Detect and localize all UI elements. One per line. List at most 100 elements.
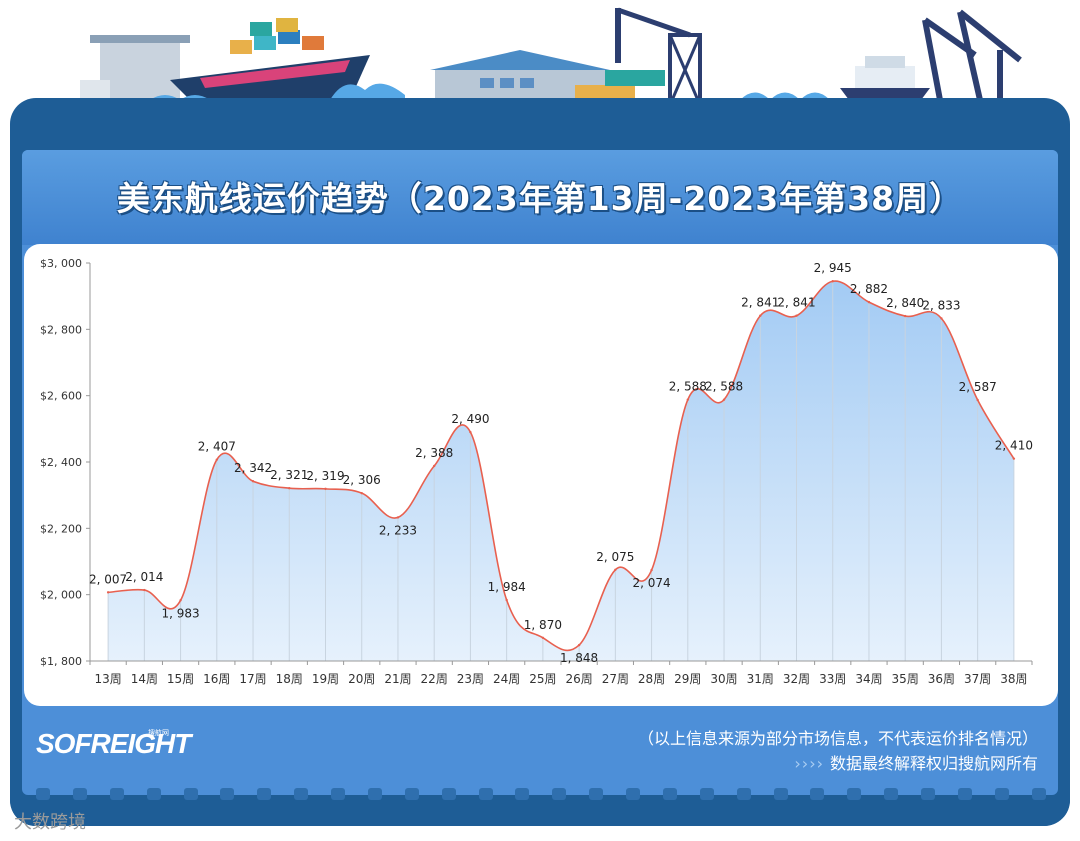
x-tick-label: 14周: [131, 672, 158, 686]
data-label: 2, 490: [451, 412, 489, 426]
x-tick-label: 32周: [783, 672, 810, 686]
x-tick-label: 15周: [167, 672, 194, 686]
data-label: 2, 321: [270, 468, 308, 482]
frame-dot: [810, 788, 825, 800]
data-point: [179, 599, 182, 602]
data-point: [577, 643, 581, 647]
frame-dot: [626, 788, 640, 800]
bottom-dots: [36, 788, 1046, 802]
frame-dot: [331, 788, 345, 800]
x-tick-label: 35周: [892, 672, 919, 686]
frame-dot: [404, 788, 419, 800]
data-point: [360, 491, 363, 495]
data-label: 2, 841: [741, 296, 779, 310]
data-point: [251, 480, 255, 483]
frame-dot: [220, 788, 235, 800]
frame-dot: [736, 788, 751, 800]
frame-dot: [589, 788, 604, 800]
x-tick-label: 37周: [964, 672, 991, 686]
data-point: [903, 314, 907, 318]
x-tick-label: 16周: [203, 672, 230, 686]
frame-dot: [847, 788, 862, 800]
data-label: 2, 410: [995, 439, 1033, 453]
data-label: 2, 587: [959, 380, 997, 394]
data-point: [1012, 457, 1016, 460]
data-label: 2, 840: [886, 296, 924, 310]
x-tick-label: 38周: [1000, 672, 1027, 686]
data-point: [940, 317, 943, 320]
data-label: 2, 342: [234, 461, 272, 475]
data-label: 2, 388: [415, 446, 453, 460]
y-tick-label: $2, 200: [40, 522, 82, 535]
frame-dot: [183, 788, 198, 800]
chart-title: 美东航线运价趋势（2023年第13周-2023年第38周）: [116, 179, 964, 218]
x-tick-label: 30周: [710, 672, 737, 686]
data-label: 1, 848: [560, 651, 598, 665]
frame-dot: [994, 788, 1009, 800]
data-point: [650, 568, 653, 572]
frame-dot: [552, 788, 567, 800]
x-tick-label: 18周: [276, 672, 303, 686]
frame-dot: [515, 788, 530, 800]
frame-dot: [1031, 788, 1046, 800]
data-label: 2, 074: [632, 576, 670, 590]
data-label: 2, 945: [814, 261, 852, 275]
source-watermark: 大数跨境: [14, 812, 86, 833]
data-label: 2, 588: [705, 380, 743, 394]
frame-dot: [72, 788, 87, 800]
data-point: [722, 398, 726, 401]
x-tick-label: 31周: [747, 672, 774, 686]
data-point: [505, 598, 508, 602]
x-tick-label: 25周: [529, 672, 556, 686]
x-tick-label: 33周: [819, 672, 846, 686]
copyright-note: ›››› 数据最终解释权归搜航网所有: [794, 750, 1038, 774]
frame-dot: [146, 788, 161, 800]
x-tick-label: 22周: [421, 672, 448, 686]
x-tick-label: 24周: [493, 672, 520, 686]
frame-dot: [36, 788, 50, 800]
sofreight-logo-sub: 搜航网: [148, 729, 169, 737]
x-tick-label: 17周: [239, 672, 266, 686]
x-tick-label: 27周: [602, 672, 629, 686]
data-label: 1, 870: [524, 618, 562, 632]
sofreight-logo: SOFREIGHT: [36, 728, 191, 759]
data-label: 2, 007: [89, 572, 127, 586]
data-point: [795, 314, 798, 317]
x-tick-label: 34周: [855, 672, 882, 686]
data-label: 2, 319: [306, 469, 344, 483]
frame-dot: [294, 788, 309, 800]
data-point: [288, 487, 291, 490]
data-point: [324, 487, 327, 491]
y-tick-label: $3, 000: [40, 257, 82, 270]
data-label: 2, 833: [922, 298, 960, 312]
data-label: 2, 075: [596, 550, 634, 564]
y-tick-label: $1, 800: [40, 655, 82, 668]
data-label: 2, 841: [777, 296, 815, 310]
x-tick-label: 29周: [674, 672, 701, 686]
data-label: 2, 882: [850, 282, 888, 296]
data-point: [976, 398, 979, 402]
x-tick-label: 26周: [565, 672, 592, 686]
frame-dot: [662, 788, 677, 800]
data-point: [143, 588, 146, 592]
data-label: 2, 588: [669, 380, 707, 394]
y-tick-label: $2, 400: [40, 456, 82, 469]
data-point: [215, 458, 219, 461]
rate-area: [108, 281, 1014, 661]
y-tick-label: $2, 800: [40, 323, 82, 336]
data-point: [686, 398, 690, 401]
frame-dot: [699, 788, 714, 800]
x-tick-label: 19周: [312, 672, 339, 686]
data-point: [831, 280, 834, 283]
data-point: [541, 636, 545, 639]
arrows-icon: ››››: [794, 754, 824, 773]
x-tick-label: 20周: [348, 672, 375, 686]
frame-dot: [441, 788, 456, 800]
y-tick-label: $2, 000: [40, 589, 82, 602]
frame-dot: [367, 788, 382, 800]
x-tick-label: 36周: [928, 672, 955, 686]
data-label: 2, 233: [379, 523, 417, 537]
x-tick-label: 13周: [94, 672, 121, 686]
frame-dot: [773, 788, 788, 800]
